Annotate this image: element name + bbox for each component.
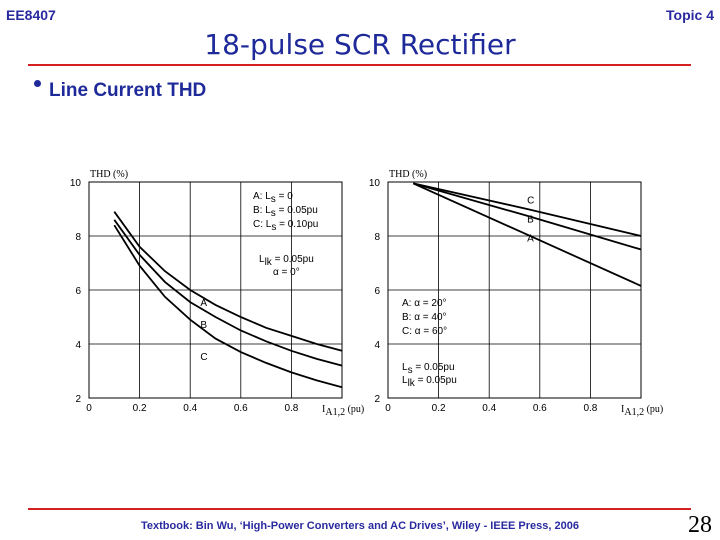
series-line-C [113, 224, 343, 389]
series-line-A [113, 211, 343, 352]
y-tick-label: 6 [75, 286, 81, 297]
curve-label-B: B [200, 320, 207, 331]
x-tick-label: 0.4 [183, 403, 197, 414]
course-code: EE8407 [6, 7, 56, 23]
series-line-B [113, 219, 343, 367]
y-tick-label: 2 [374, 394, 380, 405]
bullet-point: Line Current THD [34, 80, 206, 102]
curve-label-B: B [527, 215, 534, 226]
legend-entry: A: α = 20° [402, 298, 447, 309]
y-tick-label: 8 [374, 232, 380, 243]
bullet-dot-icon [34, 80, 41, 88]
y-tick-label: 6 [374, 286, 380, 297]
condition-text: Ls = 0.05pu [402, 362, 455, 376]
y-axis-label: THD (%) [90, 169, 128, 180]
curve-label-C: C [200, 352, 207, 363]
title-divider [28, 64, 691, 66]
footer-citation: Textbook: Bin Wu, ‘High-Power Converters… [141, 520, 579, 532]
slide-title: 18-pulse SCR Rectifier [204, 28, 516, 61]
x-tick-label: 0.6 [533, 403, 547, 414]
x-tick-label: 0.8 [284, 403, 298, 414]
x-tick-label: 0 [86, 403, 92, 414]
footer-divider [28, 508, 691, 510]
y-tick-label: 2 [75, 394, 81, 405]
curve-label-C: C [527, 196, 534, 207]
x-tick-label: 0 [385, 403, 391, 414]
condition-text: α = 0° [273, 267, 300, 278]
legend-entry: C: Ls = 0.10pu [253, 219, 318, 233]
y-tick-label: 4 [75, 340, 81, 351]
legend-entry: C: α = 60° [402, 326, 447, 337]
y-tick-label: 4 [374, 340, 380, 351]
x-tick-label: 0.8 [583, 403, 597, 414]
topic-label: Topic 4 [666, 7, 714, 23]
x-tick-label: 0.6 [234, 403, 248, 414]
x-axis-label: IA1,2 (pu) [621, 404, 663, 418]
condition-text: Llk = 0.05pu [402, 375, 457, 389]
curve-label-A: A [527, 233, 534, 244]
x-tick-label: 0.4 [482, 403, 496, 414]
bullet-text: Line Current THD [49, 80, 207, 101]
y-tick-label: 8 [75, 232, 81, 243]
y-axis-label: THD (%) [389, 169, 427, 180]
legend-entry: A: Ls = 0 [253, 191, 293, 205]
series-line-B [413, 182, 642, 251]
legend-entry: B: α = 40° [402, 312, 447, 323]
y-tick-label: 10 [70, 178, 82, 189]
y-tick-label: 10 [369, 178, 381, 189]
x-tick-label: 0.2 [133, 403, 147, 414]
page-number: 28 [688, 512, 712, 538]
x-tick-label: 0.2 [432, 403, 446, 414]
x-axis-label: IA1,2 (pu) [322, 404, 364, 418]
series-line-C [413, 182, 642, 237]
condition-text: Llk = 0.05pu [259, 254, 314, 268]
legend-entry: B: Ls = 0.05pu [253, 205, 318, 219]
curve-label-A: A [200, 298, 207, 309]
series-line-A [412, 182, 642, 287]
